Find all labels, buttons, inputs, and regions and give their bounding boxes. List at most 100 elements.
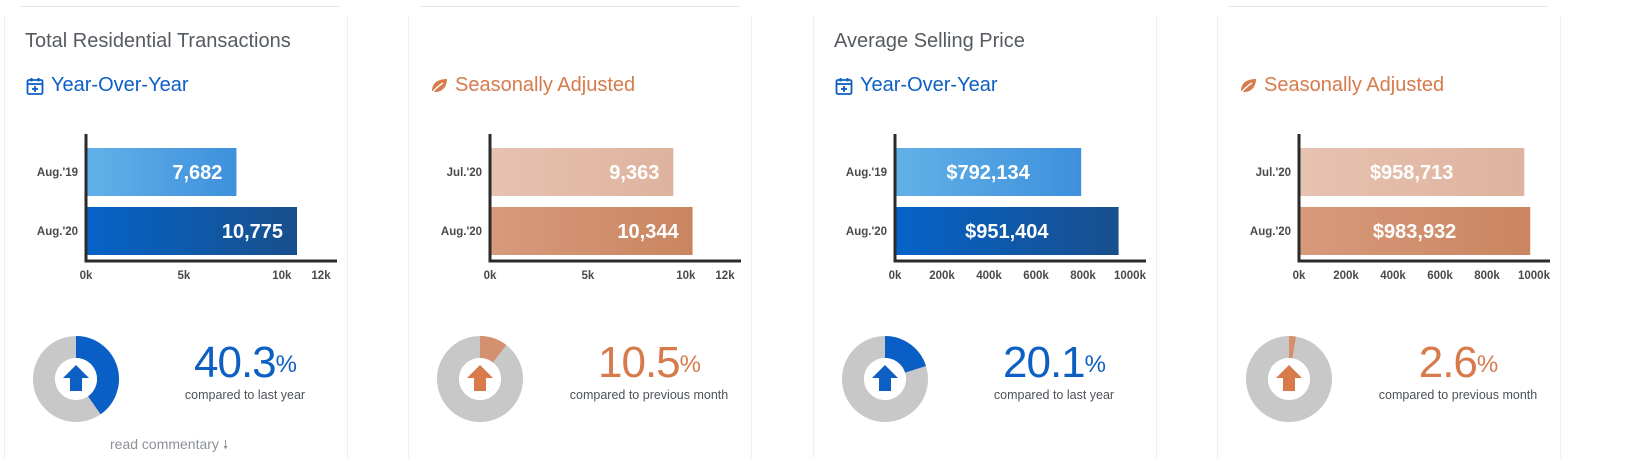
percent-value-row: 40.3% <box>155 340 335 386</box>
read-commentary-link[interactable]: read commentary 🠗 <box>110 436 228 457</box>
x-tick-label: 800k <box>1474 270 1500 282</box>
card-subtitle: Seasonally Adjusted <box>429 74 635 97</box>
category-label: Jul.'20 <box>447 167 482 179</box>
card-title: Total Residential Transactions <box>25 30 291 52</box>
subtitle-label: Year-Over-Year <box>51 74 189 96</box>
bar-value-label: $792,134 <box>946 162 1030 184</box>
percent-caption: compared to previous month <box>1378 388 1538 402</box>
calendar-plus-icon <box>834 76 854 96</box>
bar-chart: $792,134 Aug.'19 $951,404 Aug.'20 0k 200k 400k… <box>814 134 1156 314</box>
bar-current <box>86 207 298 255</box>
bar-value-label: $983,932 <box>1373 221 1456 243</box>
x-tick-label: 0k <box>484 270 497 282</box>
x-tick-label: 600k <box>1023 270 1049 282</box>
x-tick-label: 1000k <box>1114 270 1147 282</box>
donut-fill <box>75 336 119 415</box>
percent-change: 2.6% compared to previous month <box>1368 340 1548 403</box>
x-tick-label: 200k <box>929 270 955 282</box>
bar-value-label: 10,775 <box>222 221 283 243</box>
x-tick-label: 10k <box>272 270 292 282</box>
card-title: Average Selling Price <box>834 30 1025 52</box>
category-label: Aug.'20 <box>441 226 482 238</box>
x-tick-label: 5k <box>178 270 191 282</box>
top-divider <box>1228 6 1548 7</box>
x-tick-label: 400k <box>1380 270 1406 282</box>
percent-value: 40.3 <box>194 338 277 387</box>
bar-previous <box>86 148 237 196</box>
bar-previous <box>895 148 1082 196</box>
bar-current <box>1299 207 1531 255</box>
x-tick-label: 12k <box>311 270 331 282</box>
x-tick-label: 200k <box>1333 270 1359 282</box>
bar-chart: 9,363 Jul.'20 10,344 Aug.'20 0k 5k 10k 12k <box>409 134 751 314</box>
calendar-plus-icon <box>25 76 45 96</box>
arrow-up-icon <box>467 365 493 391</box>
donut-gauge <box>840 334 930 424</box>
leaf-icon <box>429 76 449 96</box>
percent-caption: compared to last year <box>184 388 306 402</box>
stat-card-avg-price-yoy: Average Selling Price Year-Over-Year $79… <box>813 16 1157 458</box>
subtitle-label: Seasonally Adjusted <box>455 74 636 96</box>
percent-caption: compared to last year <box>993 388 1115 402</box>
bar-value-label: 9,363 <box>609 162 659 184</box>
percent-value: 10.5 <box>598 338 681 387</box>
bar-value-label: $951,404 <box>965 221 1049 243</box>
percent-value-row: 10.5% <box>559 340 739 386</box>
percent-value-row: 2.6% <box>1368 340 1548 386</box>
bar-chart: $958,713 Jul.'20 $983,932 Aug.'20 0k 200k 400k… <box>1218 134 1560 314</box>
percent-caption: compared to previous month <box>569 388 729 402</box>
bar-chart: 7,682 Aug.'19 10,775 Aug.'20 0k 5k 10k 12k <box>5 134 347 314</box>
category-label: Aug.'20 <box>37 226 78 238</box>
top-divider <box>420 6 740 7</box>
read-commentary-label: read commentary <box>110 436 219 452</box>
stat-card-total-transactions-yoy: Total Residential Transactions Year-Over… <box>4 16 348 458</box>
bar-value-label: 10,344 <box>617 221 679 243</box>
arrow-up-icon <box>63 365 89 391</box>
donut-fill <box>884 336 926 374</box>
x-tick-label: 800k <box>1070 270 1096 282</box>
percent-sign: % <box>1084 351 1106 378</box>
percent-value: 20.1 <box>1003 338 1086 387</box>
bar-previous <box>490 148 674 196</box>
percent-sign: % <box>275 351 297 378</box>
x-tick-label: 600k <box>1427 270 1453 282</box>
category-label: Jul.'20 <box>1256 167 1291 179</box>
donut-gauge <box>435 334 525 424</box>
bar-value-label: $958,713 <box>1370 162 1453 184</box>
top-divider <box>20 6 340 7</box>
card-subtitle: Year-Over-Year <box>25 74 188 97</box>
leaf-icon <box>1238 76 1258 96</box>
category-label: Aug.'19 <box>37 167 78 179</box>
bar-current <box>895 207 1119 255</box>
donut-gauge <box>1244 334 1334 424</box>
arrow-down-icon: 🠗 <box>222 438 229 452</box>
bar-current <box>490 207 693 255</box>
x-tick-label: 1000k <box>1518 270 1551 282</box>
stat-card-total-transactions-sa: Seasonally Adjusted 9,363 Jul.'20 10,344 Au… <box>408 16 752 458</box>
arrow-up-icon <box>1276 365 1302 391</box>
percent-change: 10.5% compared to previous month <box>559 340 739 403</box>
x-tick-label: 0k <box>889 270 902 282</box>
donut-fill <box>479 336 507 363</box>
category-label: Aug.'20 <box>1250 226 1291 238</box>
x-tick-label: 0k <box>1293 270 1306 282</box>
percent-value-row: 20.1% <box>964 340 1144 386</box>
percent-change: 40.3% compared to last year <box>155 340 335 403</box>
x-tick-label: 5k <box>582 270 595 282</box>
x-tick-label: 12k <box>715 270 735 282</box>
donut-gauge <box>31 334 121 424</box>
card-subtitle: Year-Over-Year <box>834 74 997 97</box>
percent-change: 20.1% compared to last year <box>964 340 1144 403</box>
category-label: Aug.'20 <box>846 226 887 238</box>
subtitle-label: Year-Over-Year <box>860 74 998 96</box>
percent-value: 2.6 <box>1418 338 1478 387</box>
bar-value-label: 7,682 <box>172 162 222 184</box>
card-subtitle: Seasonally Adjusted <box>1238 74 1444 97</box>
x-tick-label: 10k <box>676 270 696 282</box>
stat-card-avg-price-sa: Seasonally Adjusted $958,713 Jul.'20 $983,… <box>1217 16 1561 458</box>
x-tick-label: 400k <box>976 270 1002 282</box>
percent-sign: % <box>1476 351 1498 378</box>
x-tick-label: 0k <box>80 270 93 282</box>
subtitle-label: Seasonally Adjusted <box>1264 74 1445 96</box>
arrow-up-icon <box>872 365 898 391</box>
